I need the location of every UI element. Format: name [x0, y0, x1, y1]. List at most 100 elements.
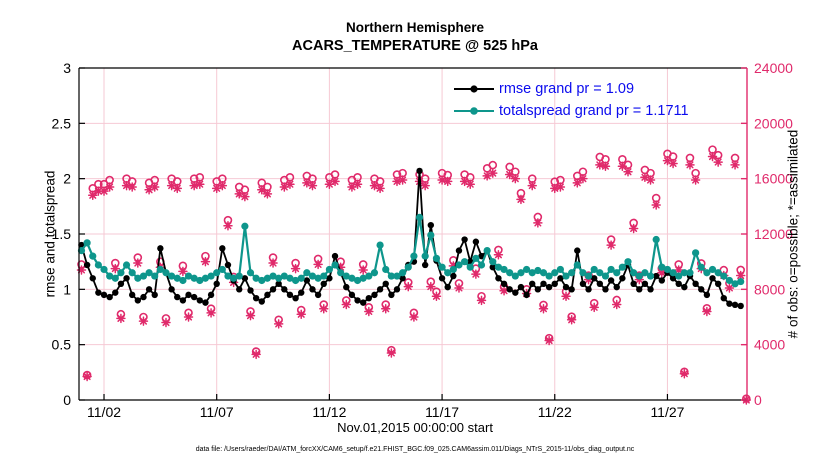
- obs-assimilated-marker: [504, 169, 515, 180]
- totalspread-marker: [737, 277, 745, 286]
- rmse-marker: [207, 291, 215, 299]
- obs-assimilated-marker: [499, 285, 509, 296]
- rmse-marker: [709, 275, 716, 282]
- obs-assimilated-marker: [189, 180, 199, 191]
- rmse-marker: [399, 275, 406, 282]
- rmse-marker: [731, 301, 739, 309]
- data-file-caption: data file: /Users/raeder/DAI/ATM_forcXX/…: [195, 446, 635, 453]
- obs-assimilated-marker: [566, 315, 577, 325]
- obs-assimilated-marker: [533, 218, 543, 228]
- y-left-tick-label: 1.5: [52, 226, 72, 242]
- obs-assimilated-marker: [482, 171, 492, 181]
- obs-assimilated-marker: [431, 291, 442, 301]
- obs-assimilated-marker: [223, 220, 233, 231]
- totalspread-marker: [252, 274, 260, 282]
- totalspread-marker: [635, 272, 643, 280]
- obs-assimilated-marker: [172, 183, 183, 194]
- totalspread-marker: [477, 261, 486, 269]
- y-right-tick-label: 0: [754, 392, 762, 408]
- obs-assimilated-marker: [471, 269, 481, 279]
- rmse-marker: [421, 261, 429, 269]
- obs-assimilated-marker: [268, 258, 278, 268]
- totalspread-marker: [438, 263, 446, 271]
- totalspread-marker: [89, 252, 97, 260]
- obs-assimilated-marker: [465, 179, 475, 189]
- totalspread-marker: [263, 274, 272, 282]
- obs-assimilated-marker: [623, 167, 633, 177]
- obs-assimilated-marker: [358, 265, 368, 275]
- rmse-marker: [506, 286, 513, 293]
- y-left-tick-label: 1: [63, 281, 71, 297]
- obs-assimilated-marker: [335, 262, 346, 272]
- totalspread-marker: [556, 265, 564, 274]
- obs-assimilated-marker: [595, 160, 605, 170]
- rmse-marker: [281, 286, 288, 293]
- totalspread-marker: [218, 265, 226, 274]
- y-left-tick-label: 3: [63, 60, 71, 76]
- obs-assimilated-marker: [285, 179, 295, 189]
- totalspread-marker: [731, 280, 739, 288]
- y-right-tick-label: 24000: [754, 60, 793, 76]
- obs-assimilated-marker: [510, 173, 521, 184]
- rmse-marker: [354, 297, 361, 304]
- obs-assimilated-marker: [279, 182, 290, 192]
- obs-assimilated-marker: [76, 265, 87, 275]
- obs-assimilated-marker: [245, 310, 256, 321]
- obs-assimilated-marker: [409, 312, 419, 322]
- totalspread-marker: [337, 269, 345, 277]
- rmse-marker: [179, 297, 187, 304]
- obs-assimilated-marker: [87, 190, 98, 201]
- rmse-marker: [320, 280, 327, 287]
- totalspread-marker: [624, 258, 632, 266]
- totalspread-marker: [506, 269, 514, 277]
- legend-sample-totalspread-line: [454, 107, 494, 115]
- rmse-marker: [331, 252, 339, 260]
- rmse-marker: [450, 272, 457, 280]
- obs-assimilated-marker: [589, 302, 599, 313]
- totalspread-marker: [714, 269, 722, 277]
- rmse-marker: [675, 280, 682, 287]
- rmse-marker: [151, 291, 158, 299]
- totalspread-marker: [190, 274, 198, 282]
- obs-assimilated-marker: [420, 180, 430, 191]
- rmse-marker: [117, 280, 125, 287]
- rmse-marker: [714, 280, 722, 287]
- y-right-tick-label: 16000: [754, 171, 793, 187]
- totalspread-marker: [680, 269, 688, 277]
- x-tick-label: 11/07: [200, 404, 234, 420]
- rmse-marker: [596, 280, 604, 287]
- obs-assimilated-marker: [476, 295, 487, 306]
- totalspread-marker: [106, 272, 114, 280]
- obs-assimilated-marker: [206, 308, 216, 318]
- obs-assimilated-marker: [662, 155, 673, 166]
- totalspread-marker: [410, 252, 418, 260]
- obs-assimilated-marker: [200, 256, 211, 267]
- obs-assimilated-marker: [572, 178, 583, 188]
- rmse-marker: [590, 275, 598, 282]
- obs-assimilated-marker: [234, 189, 244, 199]
- rmse-marker: [500, 280, 508, 287]
- chart-title-line1: Northern Hemisphere: [345, 20, 485, 35]
- rmse-marker: [534, 286, 542, 293]
- obs-assimilated-marker: [544, 335, 554, 346]
- obs-assimilated-marker: [347, 182, 357, 192]
- rmse-marker: [652, 272, 660, 280]
- totalspread-marker: [320, 272, 328, 280]
- rmse-marker: [540, 280, 547, 287]
- totalspread-marker: [275, 274, 283, 282]
- rmse-marker: [292, 294, 299, 302]
- rmse-marker: [472, 238, 480, 245]
- obs-assimilated-marker: [257, 184, 267, 195]
- totalspread-marker: [235, 272, 243, 280]
- totalspread-marker: [658, 263, 666, 271]
- totalspread-marker: [545, 272, 553, 280]
- obs-assimilated-marker: [657, 267, 667, 278]
- rmse-marker: [438, 275, 446, 282]
- obs-assimilated-marker: [369, 180, 380, 191]
- rmse-marker: [382, 280, 389, 287]
- rmse-marker: [461, 236, 468, 243]
- totalspread-marker: [590, 265, 598, 274]
- totalspread-marker: [686, 269, 694, 277]
- totalspread-marker: [156, 265, 164, 274]
- obs-assimilated-marker: [290, 263, 301, 274]
